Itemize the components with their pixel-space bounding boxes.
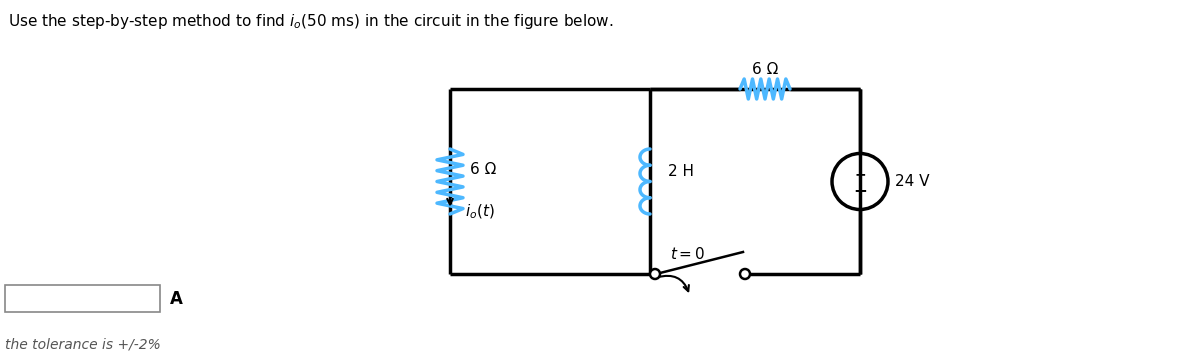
Circle shape [650,269,660,279]
Text: the tolerance is +/-2%: the tolerance is +/-2% [5,337,161,351]
Text: Use the step-by-step method to find $i_o$(50 ms) in the circuit in the figure be: Use the step-by-step method to find $i_o… [8,12,613,31]
Text: A: A [170,289,182,308]
Text: 6 Ω: 6 Ω [470,162,497,177]
Text: 6 Ω: 6 Ω [752,62,778,77]
Text: $t = 0$: $t = 0$ [670,246,706,262]
Text: 2 H: 2 H [668,164,694,179]
Text: 24 V: 24 V [895,174,930,189]
Text: +: + [854,167,866,182]
Circle shape [740,269,750,279]
Bar [5,285,160,312]
Text: −: − [853,182,866,199]
Text: $i_o(t)$: $i_o(t)$ [466,202,494,221]
